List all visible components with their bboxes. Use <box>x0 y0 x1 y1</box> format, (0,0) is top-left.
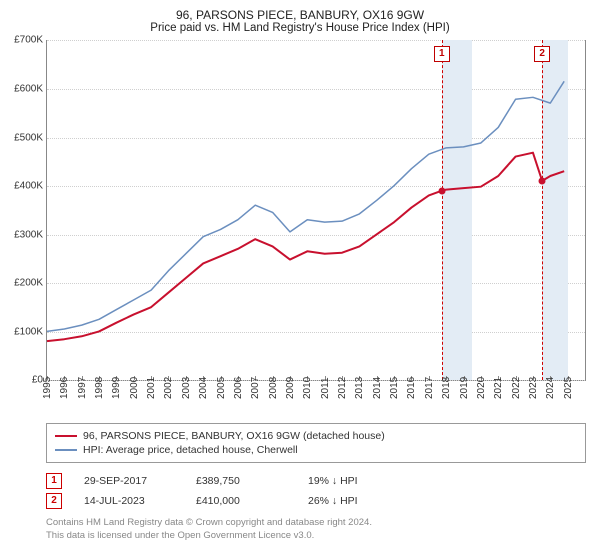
x-axis-label: 2019 <box>459 377 470 399</box>
y-axis-label: £400K <box>3 181 43 192</box>
annotation-price: £389,750 <box>196 475 286 487</box>
x-axis-label: 2022 <box>511 377 522 399</box>
footer-line: Contains HM Land Registry data © Crown c… <box>46 517 586 529</box>
x-axis-label: 2006 <box>233 377 244 399</box>
x-axis-label: 2024 <box>545 377 556 399</box>
chart-subtitle: Price paid vs. HM Land Registry's House … <box>0 22 600 34</box>
x-axis-label: 2011 <box>320 378 331 400</box>
y-axis-label: £0 <box>3 375 43 386</box>
x-axis-label: 2015 <box>389 377 400 399</box>
chart-lines <box>47 40 585 380</box>
legend-label: 96, PARSONS PIECE, BANBURY, OX16 9GW (de… <box>83 430 385 442</box>
x-axis-label: 2003 <box>181 377 192 399</box>
x-axis-label: 2023 <box>528 377 539 399</box>
footer-line: This data is licensed under the Open Gov… <box>46 530 586 542</box>
x-axis-label: 2021 <box>493 377 504 399</box>
annotation-row: 2 14-JUL-2023 £410,000 26% ↓ HPI <box>46 493 586 509</box>
y-axis-label: £300K <box>3 229 43 240</box>
x-axis-label: 2014 <box>372 377 383 399</box>
annotation-table: 1 29-SEP-2017 £389,750 19% ↓ HPI 2 14-JU… <box>46 473 586 509</box>
x-axis-label: 2010 <box>302 377 313 399</box>
x-axis-label: 1996 <box>59 377 70 399</box>
legend-item: 96, PARSONS PIECE, BANBURY, OX16 9GW (de… <box>55 430 577 442</box>
x-axis-label: 2018 <box>441 377 452 399</box>
x-axis-label: 2017 <box>424 377 435 399</box>
x-axis-label: 2001 <box>146 377 157 399</box>
x-axis-label: 1999 <box>111 377 122 399</box>
x-axis-label: 2025 <box>563 377 574 399</box>
annotation-delta: 19% ↓ HPI <box>308 475 398 487</box>
y-axis-label: £100K <box>3 326 43 337</box>
y-axis-label: £700K <box>3 35 43 46</box>
x-axis-label: 2013 <box>354 377 365 399</box>
x-axis-label: 2008 <box>268 377 279 399</box>
chart-container: 96, PARSONS PIECE, BANBURY, OX16 9GW Pri… <box>0 0 600 560</box>
legend-swatch <box>55 435 77 437</box>
x-axis-label: 2004 <box>198 377 209 399</box>
x-axis-label: 1997 <box>77 377 88 399</box>
x-axis-label: 2020 <box>476 377 487 399</box>
legend-item: HPI: Average price, detached house, Cher… <box>55 444 577 456</box>
x-axis-label: 2016 <box>406 377 417 399</box>
footer-attribution: Contains HM Land Registry data © Crown c… <box>46 517 586 542</box>
chart-plot-area: £0£100K£200K£300K£400K£500K£600K£700K12 <box>46 40 586 381</box>
x-axis-label: 2009 <box>285 377 296 399</box>
legend-label: HPI: Average price, detached house, Cher… <box>83 444 298 456</box>
annotation-marker-icon: 2 <box>46 493 62 509</box>
x-axis-label: 2012 <box>337 377 348 399</box>
annotation-price: £410,000 <box>196 495 286 507</box>
chart-title: 96, PARSONS PIECE, BANBURY, OX16 9GW <box>0 0 600 22</box>
x-axis-label: 2005 <box>216 377 227 399</box>
x-axis-label: 2002 <box>163 377 174 399</box>
x-axis-label: 2007 <box>250 377 261 399</box>
x-axis-label: 1998 <box>94 377 105 399</box>
annotation-delta: 26% ↓ HPI <box>308 495 398 507</box>
y-axis-label: £200K <box>3 278 43 289</box>
annotation-date: 29-SEP-2017 <box>84 475 174 487</box>
annotation-date: 14-JUL-2023 <box>84 495 174 507</box>
x-axis-label: 2000 <box>129 377 140 399</box>
x-axis-label: 1995 <box>42 377 53 399</box>
legend-swatch <box>55 449 77 451</box>
legend: 96, PARSONS PIECE, BANBURY, OX16 9GW (de… <box>46 423 586 463</box>
y-axis-label: £500K <box>3 132 43 143</box>
annotation-row: 1 29-SEP-2017 £389,750 19% ↓ HPI <box>46 473 586 489</box>
y-axis-label: £600K <box>3 83 43 94</box>
annotation-marker-icon: 1 <box>46 473 62 489</box>
chart-x-axis: 1995199619971998199920002001200220032004… <box>46 381 586 415</box>
